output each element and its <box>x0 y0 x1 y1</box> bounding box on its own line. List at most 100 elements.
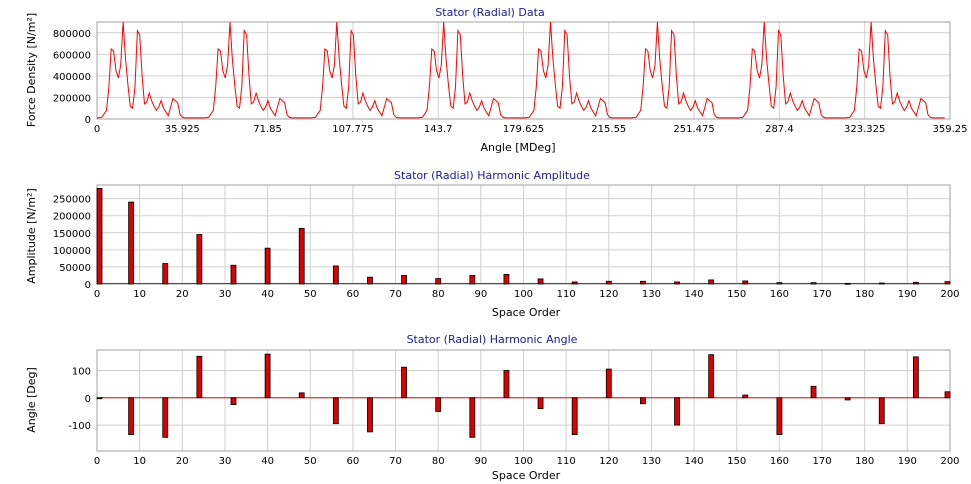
y-axis-label: Angle [Deg] <box>25 367 38 433</box>
y-tick-label: 100000 <box>53 246 91 257</box>
x-tick-label: 179.625 <box>503 124 544 135</box>
bar-order-176 <box>844 397 851 401</box>
bar-order-144 <box>708 279 715 285</box>
x-tick-label: 190 <box>898 456 917 467</box>
x-axis-label: Angle [MDeg] <box>480 141 555 154</box>
bar-order-96 <box>503 370 510 399</box>
x-tick-label: 359.25 <box>933 124 968 135</box>
x-tick-label: 150 <box>727 289 746 300</box>
x-tick-label: 110 <box>557 456 576 467</box>
bar-order-40 <box>264 353 271 399</box>
chart-harmonic-amplitude: Stator (Radial) Harmonic Amplitude 0 5000… <box>25 169 960 319</box>
y-tick-label: 0 <box>85 394 91 405</box>
x-tick-label: 20 <box>176 456 189 467</box>
bar-order-104 <box>537 397 544 410</box>
x-tick-label: 20 <box>176 289 189 300</box>
bar-order-144 <box>708 354 715 399</box>
x-axis-label: Space Order <box>492 306 561 319</box>
plot-area <box>96 21 951 120</box>
bar-order-48 <box>298 227 305 285</box>
bar-order-200 <box>944 391 951 399</box>
chart-harmonic-angle: Stator (Radial) Harmonic Angle -1000100 … <box>25 333 960 482</box>
bar-order-0 <box>96 397 103 400</box>
chart-stator-radial-data: Stator (Radial) Data 0 200000 400000 600000… <box>25 6 968 154</box>
y-tick-label: 150000 <box>53 229 91 240</box>
bar-order-40 <box>264 247 271 285</box>
bar-order-184 <box>878 397 885 425</box>
series-line <box>96 21 945 119</box>
bar-order-8 <box>128 201 135 285</box>
bar-order-32 <box>230 264 237 285</box>
y-tick-label: 200000 <box>53 93 91 104</box>
bar-order-88 <box>469 275 476 285</box>
bar-order-128 <box>640 280 646 285</box>
x-tick-label: 323.325 <box>844 124 885 135</box>
x-tick-label: 100 <box>514 289 533 300</box>
x-tick-label: 170 <box>813 456 832 467</box>
x-tick-label: 70 <box>389 456 402 467</box>
y-tick-label: 50000 <box>59 263 91 274</box>
x-tick-label: 107.775 <box>332 124 373 135</box>
bar-order-128 <box>640 397 646 405</box>
bar-order-152 <box>742 394 749 399</box>
x-tick-label: 215.55 <box>591 124 626 135</box>
x-tick-label: 30 <box>219 289 232 300</box>
x-tick-label: 140 <box>685 289 704 300</box>
bar-order-16 <box>162 263 169 285</box>
x-tick-label: 120 <box>599 289 618 300</box>
y-tick-label: 200000 <box>53 212 91 223</box>
bar-order-88 <box>469 397 476 438</box>
x-tick-label: 90 <box>474 289 487 300</box>
x-tick-label: 200 <box>940 289 959 300</box>
x-tick-label: 70 <box>389 289 402 300</box>
bar-order-200 <box>944 281 951 285</box>
x-tick-label: 80 <box>432 289 445 300</box>
bar-order-152 <box>742 280 749 285</box>
x-tick-label: 100 <box>514 456 533 467</box>
x-tick-label: 120 <box>599 456 618 467</box>
y-tick-label: 0 <box>85 280 91 291</box>
bar-order-192 <box>912 281 919 285</box>
x-axis-label: Space Order <box>492 469 561 482</box>
x-tick-label: 130 <box>642 289 661 300</box>
x-tick-label: 190 <box>898 289 917 300</box>
bar-order-64 <box>367 397 373 433</box>
x-tick-label: 0 <box>94 456 100 467</box>
x-tick-label: 143.7 <box>424 124 453 135</box>
x-tick-label: 71.85 <box>253 124 282 135</box>
bar-order-24 <box>196 355 203 399</box>
bar-order-96 <box>503 274 510 285</box>
bar-order-192 <box>912 356 919 399</box>
y-tick-label: 0 <box>85 115 91 126</box>
y-tick-label: 250000 <box>53 195 91 206</box>
x-tick-label: 110 <box>557 289 576 300</box>
x-tick-label: 150 <box>727 456 746 467</box>
y-tick-label: 100 <box>72 366 91 377</box>
x-tick-label: 0 <box>94 124 100 135</box>
x-tick-label: 10 <box>133 289 146 300</box>
bar-order-168 <box>810 282 817 285</box>
x-tick-label: 170 <box>813 289 832 300</box>
plot-area <box>96 349 951 452</box>
bar-order-104 <box>537 278 544 285</box>
bar-order-48 <box>298 392 305 399</box>
y-tick-label: 800000 <box>53 29 91 40</box>
x-tick-label: 50 <box>304 289 317 300</box>
y-axis-label: Force Density [N/m²] <box>25 13 38 127</box>
bar-order-80 <box>435 397 442 412</box>
x-tick-label: 287.4 <box>765 124 794 135</box>
x-tick-label: 200 <box>940 456 959 467</box>
x-tick-label: 30 <box>219 456 232 467</box>
x-tick-label: 40 <box>261 289 274 300</box>
bar-order-176 <box>844 282 851 285</box>
bar-order-168 <box>810 385 817 399</box>
chart-title: Stator (Radial) Harmonic Amplitude <box>394 169 590 182</box>
chart-title: Stator (Radial) Data <box>435 6 544 19</box>
bar-order-56 <box>332 265 339 285</box>
bar-order-64 <box>367 276 373 285</box>
y-tick-label: -100 <box>68 421 91 432</box>
y-tick-label: 600000 <box>53 50 91 61</box>
x-tick-label: 60 <box>347 289 360 300</box>
bar-order-56 <box>332 397 339 425</box>
